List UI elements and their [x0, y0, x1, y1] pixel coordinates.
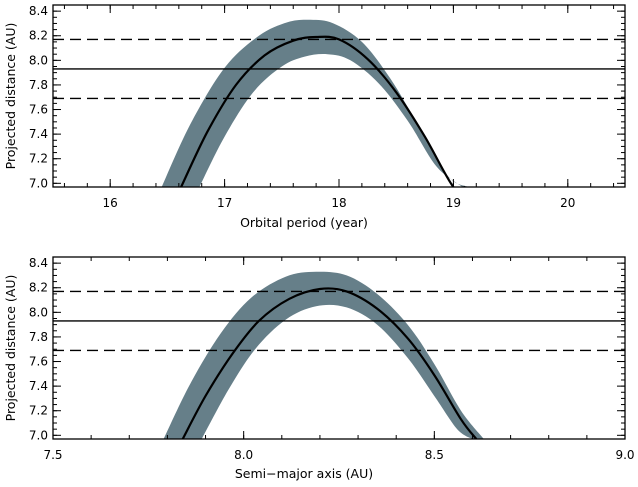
panel-2-ytick-label: 7.4 [29, 379, 48, 393]
panel-2-frame [52, 256, 626, 440]
panel-1-xtick-label: 18 [331, 196, 346, 210]
panel-1-ytick-label: 7.4 [29, 127, 48, 141]
panel-2-data [53, 271, 625, 439]
panel-1-ytick-label: 8.0 [29, 53, 48, 67]
panel-2-uncertainty-band [163, 271, 484, 439]
panel-1-y-axis-label: Projected distance (AU) [3, 23, 18, 170]
panel-2-y-axis-label: Projected distance (AU) [3, 275, 18, 422]
panel-1-xtick-label: 16 [103, 196, 118, 210]
panel-2-xtick-label: 8.0 [234, 448, 253, 462]
panel-2-curve [181, 287, 478, 439]
panel-1-uncertainty-band [161, 19, 469, 187]
panel-2-ytick-label: 7.8 [29, 330, 48, 344]
panel-2-ytick-label: 8.4 [29, 256, 48, 270]
panel-1-ytick-label: 7.6 [29, 103, 48, 117]
panel-2-ytick-label: 7.6 [29, 355, 48, 369]
panel-2-ytick-label: 7.2 [29, 404, 48, 418]
panel-2: 7.5 8.0 8.5 9.0 7.0 7.2 7.4 7.6 7.8 8.0 8.2 8.4 Semi… [3, 256, 635, 481]
panel-2-ytick-label: 8.0 [29, 305, 48, 319]
panel-1-ytick-label: 8.2 [29, 29, 48, 43]
panel-1-ytick-label: 8.4 [29, 4, 48, 18]
panel-1: 16 17 18 19 20 7.0 7.2 7.4 7.6 7.8 8.0 8.2 8.4 Orbita… [3, 4, 626, 230]
panel-1-xtick-label: 17 [217, 196, 232, 210]
panel-2-xtick-label: 7.5 [43, 448, 62, 462]
panel-2-xtick-label: 8.5 [425, 448, 444, 462]
panel-1-ytick-label: 7.0 [29, 176, 48, 190]
panel-1-xtick-label: 19 [446, 196, 461, 210]
panel-1-ytick-label: 7.8 [29, 78, 48, 92]
panel-1-curve [180, 35, 465, 187]
panel-1-x-axis-label: Orbital period (year) [240, 215, 368, 230]
panel-1-data [53, 19, 625, 187]
panel-2-x-axis-label: Semi−major axis (AU) [235, 466, 373, 481]
panel-2-xtick-label: 9.0 [615, 448, 634, 462]
panel-2-ytick-label: 7.0 [29, 428, 48, 442]
panel-1-ytick-label: 7.2 [29, 152, 48, 166]
panel-1-xtick-label: 20 [560, 196, 575, 210]
panel-2-ytick-label: 8.2 [29, 281, 48, 295]
